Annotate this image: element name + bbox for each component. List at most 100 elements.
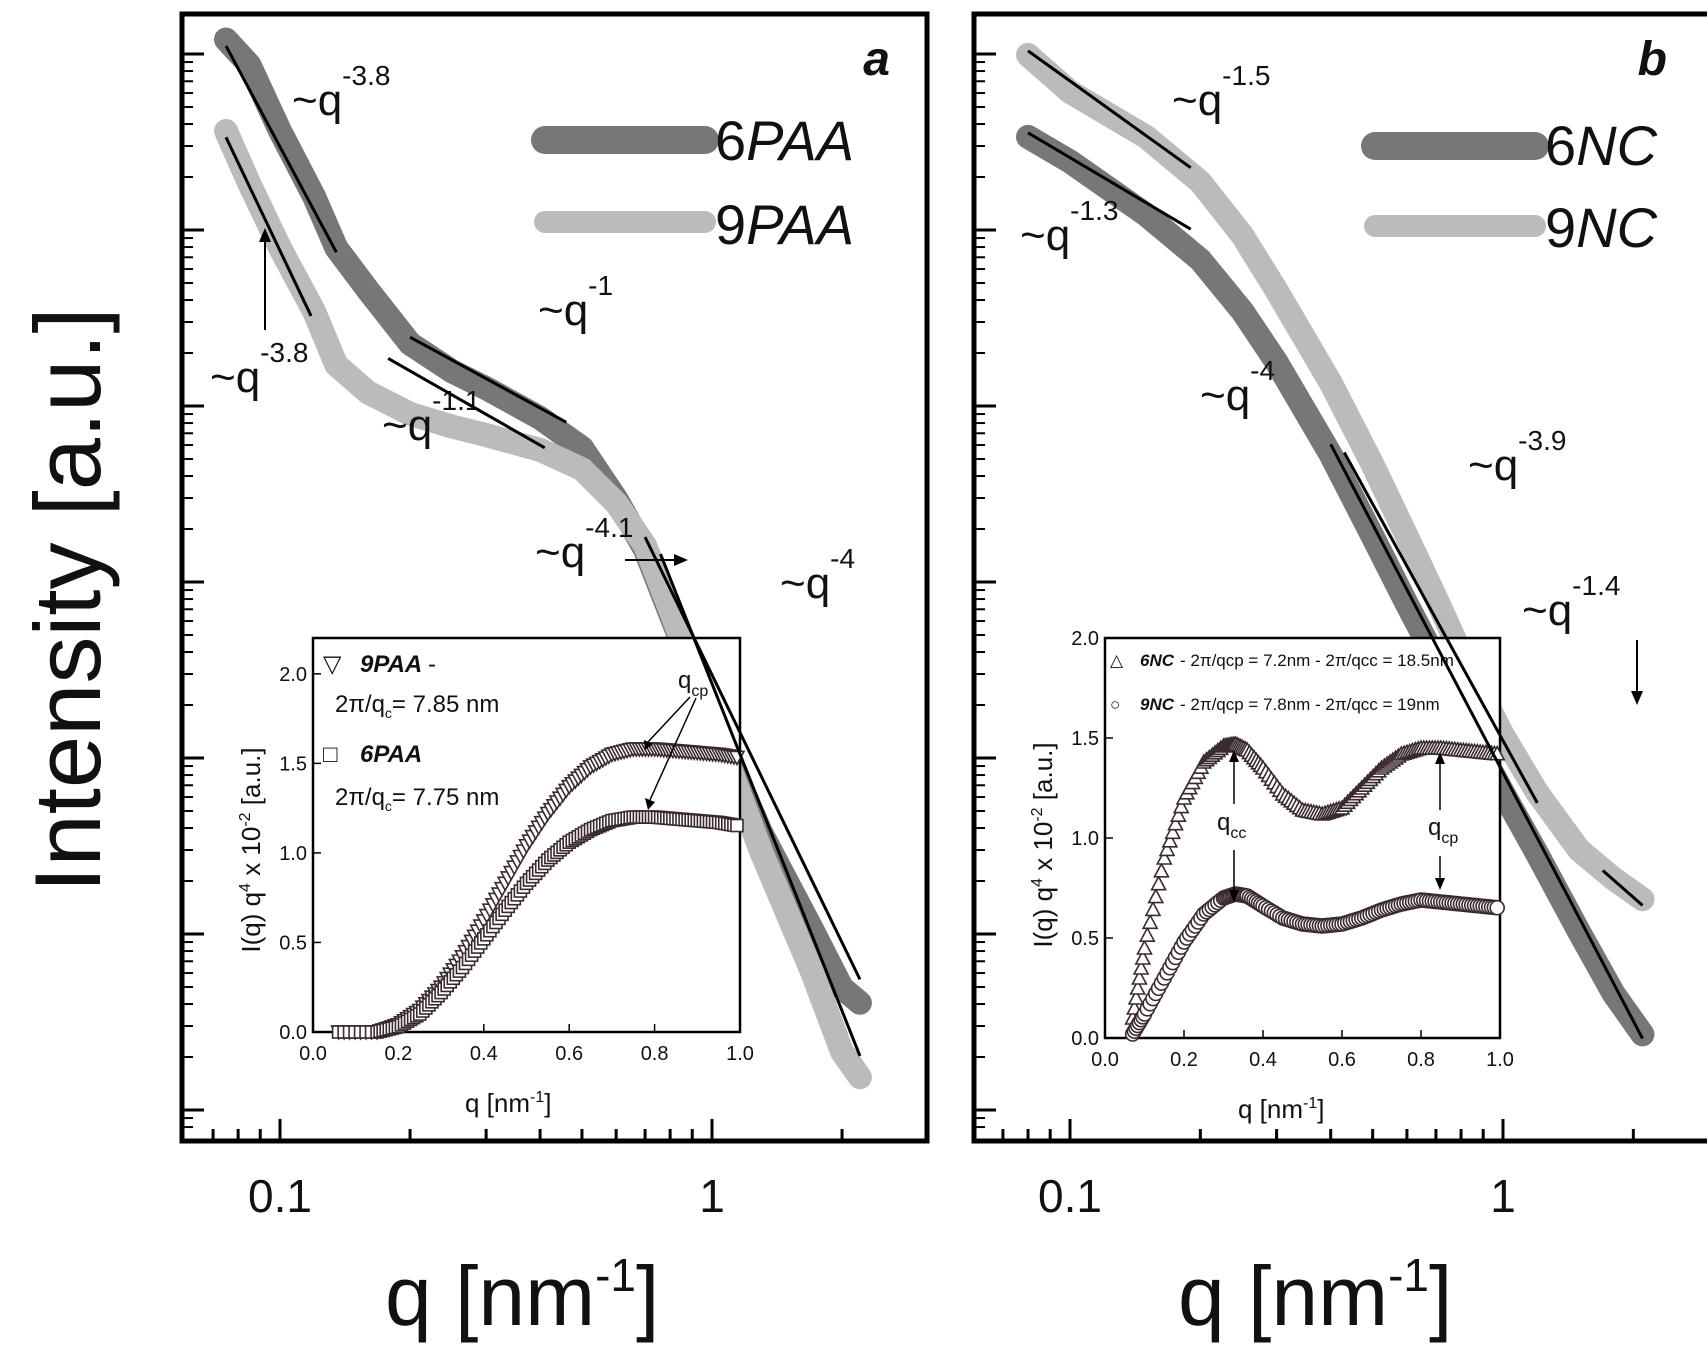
inset-marker-6NC <box>1132 959 1150 975</box>
annotation-b-4: ~q-1.4 <box>1522 570 1620 635</box>
inset-b-legend-name-0: 6NC <box>1140 651 1175 670</box>
panel-a-letter: a <box>863 33 890 86</box>
inset-a-legend-name-0: 9PAA <box>360 651 422 678</box>
inset-marker-6NC <box>1136 939 1153 955</box>
inset-a: 0.0 0.2 0.4 0.6 0.8 1.0 0.0 0.5 1.0 1.5 2.0 I(q) q… <box>236 636 754 1118</box>
panel-b-letter: b <box>1638 33 1667 86</box>
series-line-6NC <box>1016 124 1655 1047</box>
panel-b-annotations: ~q-1.5 ~q-1.3 ~q-4 ~q-3.9 ~q-1.4 <box>1020 60 1643 705</box>
inset-a-legend-marker-0: ▽ <box>323 651 342 678</box>
fit-line-b-4 <box>1601 869 1644 907</box>
inset-marker-9NC <box>1489 899 1505 916</box>
fit-line-a-2 <box>409 335 568 424</box>
inset-y-tick-label: 1.0 <box>279 843 307 865</box>
fit-line-a-4 <box>643 536 862 981</box>
inset-x-tick-label: 0.6 <box>1328 1049 1356 1071</box>
inset-y-tick-label: 0.0 <box>1071 1028 1099 1050</box>
annotation-a-5: ~q-4 <box>780 543 855 608</box>
inset-x-tick-label: 0.8 <box>641 1043 669 1065</box>
annotation-a-2: ~q-1 <box>538 270 613 335</box>
fit-line-a-1 <box>224 136 313 317</box>
panel-a-ticks <box>182 52 844 1141</box>
inset-y-tick-label: 2.0 <box>1071 628 1099 650</box>
svg-text:q [nm-1]: q [nm-1] <box>385 1249 659 1343</box>
panel-a-series <box>214 27 872 1090</box>
inset-marker-6NC <box>1131 969 1148 985</box>
inset-marker-6NC <box>1172 797 1190 814</box>
fit-line-a-0 <box>224 45 338 253</box>
inset-a-y-label: I(q) q4 x 10-2 [a.u.] <box>236 747 266 952</box>
inset-a-legend-name-1: 6PAA <box>360 741 422 768</box>
x-tick-label-a-0: 0.1 <box>248 1170 312 1222</box>
inset-b-legend-detail-1: - 2π/qcp = 7.8nm - 2π/qcc = 19nm <box>1180 695 1440 714</box>
inset-y-tick-label: 0.5 <box>279 932 307 954</box>
inset-marker-6NC <box>1155 849 1173 865</box>
legend-label-9NC: 9NC <box>1545 196 1658 259</box>
panel-a-annotations: ~q-3.8 ~q-3.8 ~q-1 ~q-1.1 ~q-4.1 ~q-4 <box>210 60 855 608</box>
x-tick-label-a-1: 1 <box>699 1170 725 1222</box>
inset-x-tick-label: 0.2 <box>1170 1049 1198 1071</box>
fit-line-b-2 <box>1329 443 1644 1040</box>
panel-a-fit-lines <box>224 45 862 1057</box>
annotation-a-0: ~q-3.8 <box>292 60 390 125</box>
inset-b-peak-label-0: qcc <box>1217 809 1246 842</box>
inset-b-peak-label-1: qcp <box>1428 814 1458 847</box>
inset-b-arrowhead-1-down <box>1435 878 1445 890</box>
fit-line-b-3 <box>1342 451 1539 804</box>
arrowhead-b-1 <box>1631 691 1643 705</box>
inset-b-arrowhead-1-up <box>1435 752 1445 764</box>
inset-x-tick-label: 1.0 <box>1486 1049 1514 1071</box>
annotation-b-2: ~q-4 <box>1200 355 1275 420</box>
arrowhead-a-2 <box>674 554 688 566</box>
inset-y-tick-label: 1.5 <box>279 753 307 775</box>
inset-a-peak-label: qcp <box>678 667 708 700</box>
inset-a-legend: ▽ 9PAA - 2π/qc= 7.85 nm □ 6PAA 2π/qc= 7.… <box>323 651 499 814</box>
panel-b-ticks <box>974 52 1635 1141</box>
inset-x-tick-label: 0.4 <box>1249 1049 1277 1071</box>
panel-a-frame <box>179 11 930 1144</box>
inset-b-legend-marker-0: △ <box>1110 651 1124 670</box>
inset-b: 0.0 0.2 0.4 0.6 0.8 1.0 0.0 0.5 1.0 1.5 2.0 I(q) q… <box>1028 628 1514 1124</box>
inset-marker-6NC <box>1134 949 1152 965</box>
inset-marker-6PAA <box>730 818 744 833</box>
inset-x-tick-label: 1.0 <box>726 1043 754 1065</box>
inset-marker-6NC <box>1158 840 1176 857</box>
panel-b-frame <box>971 11 1707 1144</box>
inset-a-ticks: 0.0 0.2 0.4 0.6 0.8 1.0 0.0 0.5 1.0 1.5 2.0 <box>279 664 754 1065</box>
panel-b-legend: 6NC 9NC <box>1361 114 1658 259</box>
inset-x-tick-label: 0.6 <box>555 1043 583 1065</box>
fit-line-b-0 <box>1027 131 1192 231</box>
x-tick-label-b-0: 0.1 <box>1038 1170 1102 1222</box>
inset-a-legend-marker-1: □ <box>323 741 338 768</box>
inset-a-legend-detail-1: 2π/qc= 7.75 nm <box>335 784 499 814</box>
annotation-a-4: ~q-4.1 <box>535 512 633 577</box>
inset-b-y-label: I(q) q4 x 10-2 [a.u.] <box>1028 742 1058 947</box>
inset-marker-6NC <box>1170 806 1187 822</box>
panel-a: a 0.1 1 q [nm-1] 6PAA 9PAA ~q-3.8 ~q-3.8… <box>179 11 930 1343</box>
inset-b-arrowhead-0-down <box>1229 890 1239 902</box>
fit-line-a-5 <box>659 553 862 1057</box>
inset-x-tick-label: 0.4 <box>470 1043 498 1065</box>
inset-a-arrow-2 <box>649 697 697 801</box>
inset-x-tick-label: 0.2 <box>384 1043 412 1065</box>
inset-a-background <box>311 636 742 1034</box>
inset-b-x-label: q [nm-1] <box>1238 1094 1325 1124</box>
y-axis-label: Intensity [a.u.] <box>15 307 120 892</box>
inset-b-ticks: 0.0 0.2 0.4 0.6 0.8 1.0 0.0 0.5 1.0 1.5 2.0 <box>1071 628 1514 1071</box>
annotation-a-3: ~q-1.1 <box>382 385 480 450</box>
fit-line-b-1 <box>1027 49 1192 169</box>
inset-marker-6NC <box>1129 979 1147 995</box>
panel-b-series <box>1016 43 1655 1047</box>
inset-y-tick-label: 1.0 <box>1071 828 1099 850</box>
inset-x-tick-label: 0.0 <box>299 1043 327 1065</box>
inset-a-legend-dash: - <box>428 651 436 678</box>
annotation-b-0: ~q-1.5 <box>1172 60 1270 125</box>
inset-b-arrowhead-0-up <box>1229 750 1239 762</box>
inset-marker-6NC <box>1161 832 1179 848</box>
inset-b-legend-detail-0: - 2π/qcp = 7.2nm - 2π/qcc = 18.5nm <box>1180 651 1454 670</box>
inset-y-tick-label: 2.0 <box>279 664 307 686</box>
inset-x-tick-label: 0.0 <box>1091 1049 1119 1071</box>
panel-b-fit-lines <box>1027 49 1644 1040</box>
inset-marker-6NC <box>1150 875 1167 891</box>
series-line-9PAA <box>214 119 872 1090</box>
